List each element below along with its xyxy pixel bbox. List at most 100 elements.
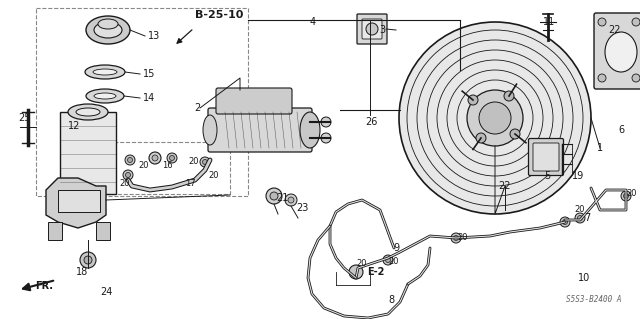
Circle shape xyxy=(167,153,177,163)
Ellipse shape xyxy=(68,104,108,120)
Circle shape xyxy=(621,191,631,201)
Circle shape xyxy=(560,217,570,227)
Ellipse shape xyxy=(76,108,100,116)
Text: 19: 19 xyxy=(572,171,584,181)
Circle shape xyxy=(321,133,331,143)
Circle shape xyxy=(270,192,278,200)
Text: S5S3-B2400 A: S5S3-B2400 A xyxy=(566,295,622,305)
Text: 4: 4 xyxy=(310,17,316,27)
Bar xyxy=(60,112,116,194)
Circle shape xyxy=(285,194,297,206)
Text: 11: 11 xyxy=(543,17,556,27)
Text: 20: 20 xyxy=(356,259,367,269)
Text: 20: 20 xyxy=(208,172,218,181)
Circle shape xyxy=(468,95,478,105)
Circle shape xyxy=(632,18,640,26)
Circle shape xyxy=(385,257,390,263)
Circle shape xyxy=(123,170,133,180)
Text: 20: 20 xyxy=(574,205,584,214)
Circle shape xyxy=(479,102,511,134)
Text: 2: 2 xyxy=(194,103,200,113)
Text: 20: 20 xyxy=(138,161,148,170)
Circle shape xyxy=(451,233,461,243)
Circle shape xyxy=(349,265,363,279)
Text: 22: 22 xyxy=(498,181,511,191)
Text: 20: 20 xyxy=(457,234,467,242)
Ellipse shape xyxy=(605,32,637,72)
Circle shape xyxy=(266,188,282,204)
Circle shape xyxy=(598,74,606,82)
Circle shape xyxy=(152,155,158,161)
Circle shape xyxy=(598,18,606,26)
Ellipse shape xyxy=(86,16,130,44)
Text: 20: 20 xyxy=(188,158,198,167)
Text: 6: 6 xyxy=(618,125,624,135)
Circle shape xyxy=(288,197,294,203)
Text: 3: 3 xyxy=(379,25,385,35)
Text: 1: 1 xyxy=(597,143,603,153)
Circle shape xyxy=(632,74,640,82)
Text: 7: 7 xyxy=(584,213,590,223)
Text: 20: 20 xyxy=(626,189,637,198)
Bar xyxy=(36,8,248,196)
FancyBboxPatch shape xyxy=(529,138,563,175)
FancyBboxPatch shape xyxy=(208,108,312,152)
Text: 14: 14 xyxy=(143,93,156,103)
Circle shape xyxy=(170,155,175,160)
Text: 24: 24 xyxy=(100,287,113,297)
Text: 25: 25 xyxy=(18,113,31,123)
Bar xyxy=(58,190,100,212)
Circle shape xyxy=(476,133,486,143)
Circle shape xyxy=(467,90,523,146)
Circle shape xyxy=(563,219,568,225)
Ellipse shape xyxy=(85,65,125,79)
Text: B-25-10: B-25-10 xyxy=(195,10,243,20)
Text: 20: 20 xyxy=(388,257,399,266)
Text: 26: 26 xyxy=(365,117,378,127)
Ellipse shape xyxy=(93,69,117,75)
Text: 23: 23 xyxy=(296,203,308,213)
Text: 22: 22 xyxy=(608,25,621,35)
Text: E-2: E-2 xyxy=(367,267,385,277)
Text: 8: 8 xyxy=(388,295,394,305)
Ellipse shape xyxy=(94,22,122,38)
Ellipse shape xyxy=(98,19,118,29)
Bar xyxy=(96,222,110,240)
Circle shape xyxy=(399,22,591,214)
Circle shape xyxy=(510,129,520,139)
Circle shape xyxy=(200,157,210,167)
Bar xyxy=(48,222,62,240)
Text: 12: 12 xyxy=(68,121,81,131)
Circle shape xyxy=(575,213,585,223)
Text: 15: 15 xyxy=(143,69,156,79)
Text: 18: 18 xyxy=(76,267,88,277)
Circle shape xyxy=(125,155,135,165)
Ellipse shape xyxy=(203,115,217,145)
Text: 9: 9 xyxy=(393,243,399,253)
Text: 21: 21 xyxy=(276,193,289,203)
Circle shape xyxy=(623,194,628,198)
Text: 13: 13 xyxy=(148,31,160,41)
Circle shape xyxy=(125,173,131,177)
Text: 5: 5 xyxy=(544,171,550,181)
Bar xyxy=(102,142,230,194)
Text: 10: 10 xyxy=(578,273,590,283)
Circle shape xyxy=(504,91,514,101)
Circle shape xyxy=(577,216,582,220)
Ellipse shape xyxy=(300,112,320,148)
Circle shape xyxy=(149,152,161,164)
Circle shape xyxy=(366,23,378,35)
Circle shape xyxy=(127,158,132,162)
Text: 16: 16 xyxy=(162,161,173,170)
Ellipse shape xyxy=(94,93,116,99)
FancyBboxPatch shape xyxy=(216,88,292,114)
Text: 17: 17 xyxy=(185,179,196,188)
Circle shape xyxy=(383,255,393,265)
Polygon shape xyxy=(46,178,106,228)
FancyBboxPatch shape xyxy=(357,14,387,44)
FancyBboxPatch shape xyxy=(533,143,559,171)
Circle shape xyxy=(321,117,331,127)
Ellipse shape xyxy=(86,89,124,103)
Circle shape xyxy=(202,160,207,165)
Text: FR.: FR. xyxy=(35,281,53,291)
